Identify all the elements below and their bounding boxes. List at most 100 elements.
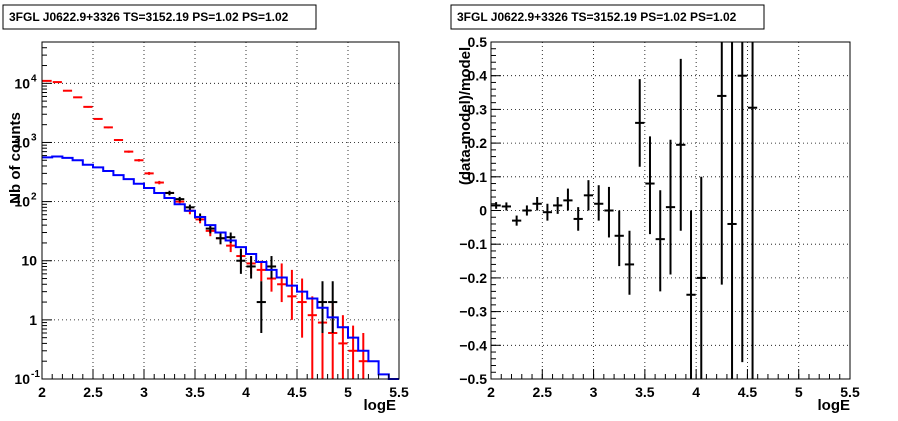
residual-y-tick-label: −0.2 bbox=[459, 270, 487, 286]
counts-data-point bbox=[134, 159, 144, 162]
residual-y-tick-label: 0.3 bbox=[468, 101, 488, 117]
counts-data-point bbox=[256, 260, 266, 282]
residual-data-point bbox=[614, 210, 624, 267]
residual-x-axis-label: logE bbox=[818, 397, 851, 414]
residual-tick-labels: 2 2.5 3 3.5 4 4.5 5 5.5 −0.5 −0.4 −0.3 −0.2 −0.1 0 0.1… bbox=[459, 34, 860, 400]
counts-data-point bbox=[297, 278, 307, 338]
residual-x-tick-label: 4.5 bbox=[738, 384, 758, 400]
counts-x-tick-label: 2.5 bbox=[83, 384, 103, 400]
counts-series-2 bbox=[42, 155, 399, 380]
residual-x-tick-label: 3 bbox=[590, 384, 598, 400]
counts-x-axis-label: logE bbox=[364, 397, 397, 414]
counts-plot-frame bbox=[41, 41, 400, 380]
residual-axis-ticks bbox=[490, 41, 851, 380]
residual-data-point bbox=[696, 176, 706, 379]
residual-y-tick-label: 0 bbox=[479, 203, 487, 219]
counts-data-point bbox=[103, 126, 113, 129]
residual-data-point bbox=[563, 188, 573, 211]
residual-y-tick-label: −0.4 bbox=[459, 337, 487, 353]
counts-x-tick-label: 3.5 bbox=[185, 384, 205, 400]
counts-data-point bbox=[307, 296, 317, 379]
counts-y-tick-label: 10 bbox=[14, 134, 30, 150]
residual-data-point bbox=[624, 230, 635, 295]
counts-data-point bbox=[154, 180, 164, 185]
counts-data-point bbox=[175, 196, 185, 202]
residual-data-point bbox=[501, 202, 512, 211]
counts-y-tick-label: 10 bbox=[14, 194, 30, 210]
residual-y-tick-label: 0.4 bbox=[468, 68, 488, 84]
residual-x-tick-label: 2.5 bbox=[533, 384, 553, 400]
counts-title: 3FGL J0622.9+3326 TS=3152.19 PS=1.02 PS=… bbox=[9, 10, 289, 24]
residual-y-tick-label: 0.1 bbox=[468, 169, 488, 185]
residual-y-tick-label: −0.5 bbox=[459, 371, 487, 387]
counts-y-tick-label: 10 bbox=[21, 253, 37, 269]
counts-y-tick-label: 10 bbox=[14, 371, 30, 387]
counts-x-tick-label: 4.5 bbox=[287, 384, 307, 400]
counts-data-point bbox=[358, 332, 368, 379]
residual-data-point bbox=[727, 42, 737, 379]
counts-x-tick-label: 3 bbox=[140, 384, 148, 400]
counts-title-box bbox=[2, 4, 317, 30]
residual-data-point bbox=[604, 186, 614, 238]
residual-marks bbox=[491, 42, 758, 379]
residual-data-point bbox=[645, 136, 655, 235]
counts-data-point bbox=[277, 263, 287, 303]
residual-panel: 2 2.5 3 3.5 4 4.5 5 5.5 −0.5 −0.4 −0.3 −0.2 −0.1 0 0.1… bbox=[450, 4, 860, 414]
counts-y-tick-exponent: -1 bbox=[31, 369, 40, 380]
residual-x-tick-label: 5 bbox=[795, 384, 803, 400]
residual-data-point bbox=[553, 197, 563, 214]
counts-data-point bbox=[52, 81, 62, 84]
residual-y-tick-label: −0.1 bbox=[459, 236, 487, 252]
residual-x-tick-label: 2 bbox=[487, 384, 495, 400]
counts-data-point bbox=[113, 139, 124, 142]
residual-data-point bbox=[747, 42, 758, 379]
counts-data-point bbox=[73, 96, 83, 99]
counts-y-tick-label: 1 bbox=[29, 312, 37, 328]
counts-data-point bbox=[42, 79, 52, 82]
counts-data-point bbox=[328, 281, 338, 333]
residual-data-point bbox=[583, 180, 594, 211]
residual-y-tick-label: −0.3 bbox=[459, 304, 487, 320]
counts-data-point bbox=[62, 89, 73, 92]
residual-data-point bbox=[676, 58, 686, 231]
counts-y-tick-label: 10 bbox=[14, 75, 30, 91]
residual-data-point bbox=[532, 197, 542, 211]
counts-grid bbox=[42, 42, 399, 379]
counts-data-point bbox=[144, 171, 154, 175]
counts-data-point bbox=[185, 204, 195, 211]
residual-title-box bbox=[450, 4, 765, 30]
residual-data-point bbox=[737, 42, 747, 363]
counts-data-point bbox=[236, 248, 246, 274]
counts-x-tick-label: 5 bbox=[344, 384, 352, 400]
counts-y-tick-exponent: 2 bbox=[31, 192, 37, 203]
counts-data-point bbox=[215, 233, 226, 245]
residual-data-point bbox=[655, 190, 665, 292]
residual-x-tick-label: 4 bbox=[692, 384, 700, 400]
residual-data-point bbox=[686, 210, 696, 379]
residual-data-point bbox=[594, 185, 604, 221]
residual-y-axis-label: (data-model)/model bbox=[457, 47, 474, 185]
residual-y-tick-label: 0.2 bbox=[468, 135, 488, 151]
counts-data-point bbox=[164, 190, 175, 196]
counts-marks bbox=[42, 79, 399, 380]
residual-data-point bbox=[665, 139, 676, 275]
residual-data-point bbox=[635, 79, 645, 167]
residual-x-tick-label: 3.5 bbox=[635, 384, 655, 400]
counts-series-1 bbox=[164, 190, 338, 333]
residual-data-point bbox=[522, 205, 532, 216]
residual-title: 3FGL J0622.9+3326 TS=3152.19 PS=1.02 PS=… bbox=[457, 10, 737, 24]
counts-data-point bbox=[83, 105, 93, 108]
counts-y-tick-exponent: 3 bbox=[31, 132, 37, 143]
residual-y-tick-label: 0.5 bbox=[468, 34, 488, 50]
counts-data-point bbox=[338, 315, 348, 379]
counts-y-axis-label: Nb of counts bbox=[7, 112, 24, 204]
counts-data-point bbox=[287, 269, 297, 320]
residual-data-point bbox=[542, 203, 553, 221]
counts-x-tick-label: 4 bbox=[242, 384, 250, 400]
residual-data-point bbox=[717, 42, 727, 285]
counts-data-point bbox=[124, 150, 134, 153]
counts-x-tick-label: 2 bbox=[38, 384, 46, 400]
